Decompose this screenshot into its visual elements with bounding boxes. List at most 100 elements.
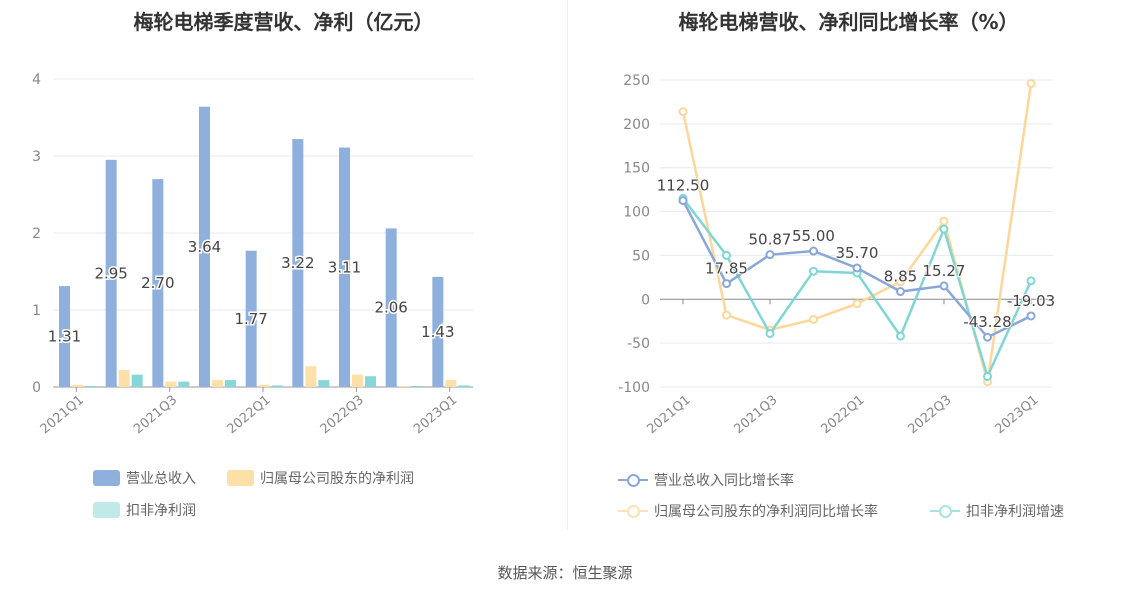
legend-item-deducted-profit[interactable]: 扣非净利润	[93, 500, 196, 520]
divider	[567, 0, 568, 530]
data-label: 3.22	[281, 254, 314, 272]
y-tick-label: -50	[627, 336, 650, 352]
data-point	[722, 279, 731, 289]
bar-2021Q1	[85, 386, 96, 387]
legend-label: 营业总收入同比增长率	[654, 473, 794, 489]
bar-2021Q4	[212, 380, 223, 387]
bar-2023Q1	[445, 380, 457, 387]
data-label: 3.64	[188, 238, 221, 256]
x-tick-label: 2022Q1	[818, 393, 867, 438]
data-point	[852, 263, 862, 273]
x-tick-label: 2021Q3	[131, 393, 180, 438]
y-tick-label: 0	[32, 380, 41, 396]
data-label: 17.85	[705, 260, 748, 278]
data-point	[852, 299, 862, 309]
bar-2021Q1	[72, 384, 83, 387]
y-tick-label: 150	[623, 161, 650, 177]
bar-2022Q1	[271, 385, 283, 387]
data-point	[722, 310, 731, 320]
x-tick-label: 2022Q3	[905, 393, 954, 438]
bar-2022Q3	[352, 374, 363, 387]
bar-2021Q3	[165, 381, 177, 387]
legend-item-net-profit-growth[interactable]: 归属母公司股东的净利润同比增长率	[618, 501, 878, 521]
data-point	[939, 216, 949, 226]
legend-label: 扣非净利润增速	[966, 504, 1064, 520]
bar-2023Q1	[458, 385, 470, 387]
legend-line-icon	[618, 472, 648, 488]
y-tick-label: 0	[641, 292, 650, 308]
data-point	[1026, 276, 1036, 286]
bar-2021Q4	[199, 106, 210, 387]
data-label: 15.27	[923, 262, 966, 280]
y-tick-label: 2	[32, 226, 41, 242]
bar-2021Q2	[118, 370, 130, 387]
data-label: 2.70	[141, 274, 174, 292]
data-label: 1.43	[421, 323, 454, 341]
y-tick-label: 100	[623, 205, 650, 221]
legend-swatch	[93, 502, 120, 518]
y-tick-label: 3	[32, 149, 41, 165]
bar-2022Q4	[398, 386, 410, 387]
x-tick-label: 2022Q3	[318, 393, 367, 438]
legend-item-deducted-growth[interactable]: 扣非净利润增速	[930, 501, 1064, 521]
data-label: 2.06	[374, 299, 407, 317]
bar-2022Q3	[365, 376, 376, 387]
data-label: 55.00	[792, 227, 835, 245]
legend-item-revenue-growth[interactable]: 营业总收入同比增长率	[618, 470, 794, 490]
bar-2023Q1	[432, 276, 444, 387]
y-tick-label: 200	[623, 117, 650, 133]
x-tick-label: 2021Q3	[731, 393, 780, 438]
series-line-2	[682, 197, 1033, 381]
data-point	[1026, 311, 1036, 321]
data-label: 8.85	[884, 268, 917, 286]
data-label: 35.70	[836, 244, 879, 262]
series-line-1	[681, 83, 1033, 383]
y-tick-label: 50	[632, 248, 650, 264]
bar-2022Q2	[305, 366, 317, 387]
data-point	[765, 328, 775, 338]
data-label: 1.77	[234, 310, 267, 328]
bar-2022Q3	[339, 147, 350, 387]
left-chart-title: 梅轮电梯季度营收、净利（亿元）	[133, 10, 434, 34]
bar-2022Q1	[258, 384, 270, 387]
x-tick-label: 2022Q1	[224, 393, 273, 438]
bar-2021Q4	[225, 380, 236, 387]
bar-2022Q4	[411, 386, 423, 387]
legend-swatch	[227, 470, 254, 486]
data-point	[678, 196, 688, 206]
data-label: -19.03	[1007, 292, 1055, 310]
data-point	[896, 331, 905, 341]
y-tick-label: 4	[32, 72, 41, 88]
bar-2021Q3	[152, 179, 164, 387]
bar-2022Q1	[245, 250, 257, 387]
legend-item-net-profit[interactable]: 归属母公司股东的净利润	[227, 468, 414, 488]
data-label: 112.50	[657, 177, 710, 195]
bar-2021Q2	[105, 159, 117, 387]
data-label: -43.28	[963, 313, 1011, 331]
bar-2021Q3	[178, 381, 190, 387]
data-point	[809, 266, 818, 276]
legend-line-icon	[618, 503, 648, 519]
bar-2021Q2	[131, 374, 143, 387]
data-label: 50.87	[749, 231, 792, 249]
data-point	[939, 281, 949, 291]
data-point	[722, 250, 731, 260]
legend-label: 归属母公司股东的净利润同比增长率	[654, 504, 878, 520]
y-tick-label: -100	[618, 380, 650, 396]
bar-2022Q4	[385, 228, 397, 387]
bar-2022Q2	[318, 380, 330, 387]
data-point	[809, 246, 818, 256]
bar-2022Q2	[292, 139, 304, 387]
data-label: 3.11	[328, 258, 361, 276]
x-tick-label: 2023Q1	[992, 393, 1041, 438]
x-tick-label: 2021Q1	[38, 393, 87, 438]
y-tick-label: 1	[32, 303, 41, 319]
data-point	[1026, 79, 1036, 89]
legend-item-revenue[interactable]: 营业总收入	[93, 468, 196, 488]
legend-line-icon	[930, 503, 960, 519]
data-source: 数据来源：恒生聚源	[497, 564, 633, 582]
data-point	[896, 277, 905, 287]
x-tick-label: 2021Q1	[644, 393, 693, 438]
